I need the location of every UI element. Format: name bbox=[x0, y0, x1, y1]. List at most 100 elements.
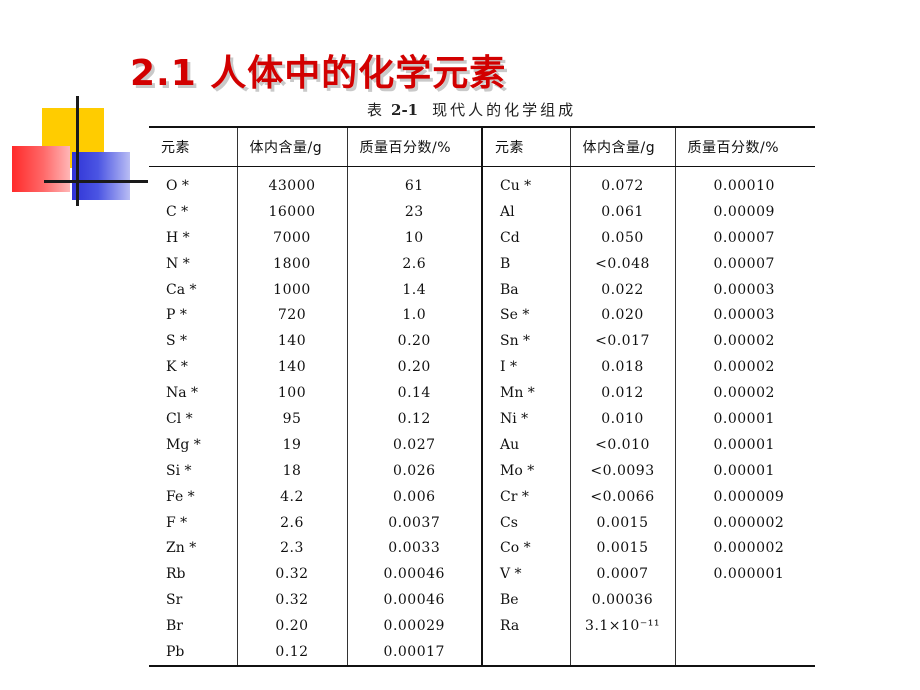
table-row: Mg * 19 0.027 Au <0.010 0.00001 bbox=[149, 431, 815, 458]
cell-content: 2.3 bbox=[237, 535, 348, 562]
cell-element: C * bbox=[149, 198, 238, 225]
table-row: Zn * 2.3 0.0033 Co * 0.0015 0.000002 bbox=[149, 535, 815, 562]
cell-content: 0.022 bbox=[570, 276, 676, 303]
cell-percent: 0.00003 bbox=[713, 307, 775, 324]
cell-percent: 0.12 bbox=[347, 406, 483, 432]
cell-element: Cl * bbox=[149, 406, 238, 432]
decor-blue-square bbox=[72, 152, 130, 200]
cell-percent: 0.14 bbox=[347, 380, 483, 407]
cell-percent: 0.00002 bbox=[713, 333, 775, 350]
caption-prefix: 表 bbox=[367, 101, 386, 119]
cell-element: Na * bbox=[149, 380, 238, 407]
cell-content: 100 bbox=[237, 380, 348, 407]
cell-element: Rb bbox=[149, 561, 238, 588]
table-row: C * 16000 23 Al 0.061 0.00009 bbox=[149, 198, 815, 225]
cell-element: Mo * bbox=[482, 457, 571, 484]
cell-element: S * bbox=[149, 328, 238, 355]
cell-element: N * bbox=[149, 250, 238, 277]
cell-content: <0.0093 bbox=[570, 457, 676, 484]
cell-percent: 0.00009 bbox=[713, 203, 775, 220]
cell-content: 0.050 bbox=[570, 224, 676, 251]
cell-content: <0.017 bbox=[570, 328, 676, 355]
cell-element: I * bbox=[482, 354, 571, 381]
caption-number: 2-1 bbox=[391, 101, 419, 119]
table-row: Br 0.20 0.00029 Ra 3.1×10⁻¹¹ bbox=[149, 613, 815, 640]
cell-element: Pb bbox=[149, 639, 238, 665]
cell-content: 19 bbox=[237, 431, 348, 458]
cell-content: 18 bbox=[237, 457, 348, 484]
cell-content: 0.0015 bbox=[570, 509, 676, 536]
cell-content: 0.32 bbox=[237, 587, 348, 614]
header-percent: 质量百分数/% bbox=[347, 128, 483, 167]
cell-percent: 61 bbox=[347, 166, 483, 199]
cell-element: Au bbox=[482, 431, 571, 458]
table-row: O * 43000 61 Cu * 0.072 0.00010 bbox=[149, 166, 815, 199]
cell-percent bbox=[675, 587, 815, 613]
header-content: 体内含量/g bbox=[237, 128, 348, 167]
cell-percent: 0.00046 bbox=[347, 561, 483, 588]
table-caption: 表 2-1 现代人的化学组成 bbox=[367, 99, 576, 120]
cell-percent: 0.00017 bbox=[347, 639, 483, 665]
cell-percent: 10 bbox=[347, 224, 483, 251]
cell-element: Se * bbox=[482, 302, 571, 329]
cell-element: Al bbox=[482, 198, 571, 225]
composition-table: 元素 体内含量/g 质量百分数/% 元素 体内含量/g 质量百分数/% O * 4… bbox=[149, 126, 815, 667]
cell-percent: 0.006 bbox=[347, 483, 483, 510]
cell-content: 3.1×10⁻¹¹ bbox=[570, 613, 676, 640]
cell-content: 95 bbox=[237, 406, 348, 432]
cell-percent: 0.000002 bbox=[713, 514, 785, 531]
cell-percent bbox=[675, 639, 815, 665]
cell-element: Ba bbox=[482, 276, 571, 303]
cell-content: 0.32 bbox=[237, 561, 348, 588]
cell-percent: 0.00046 bbox=[347, 587, 483, 614]
table-row: S * 140 0.20 Sn * <0.017 0.00002 bbox=[149, 328, 815, 355]
cell-content: 2.6 bbox=[237, 509, 348, 536]
header-percent: 质量百分数/% bbox=[675, 128, 815, 167]
header-element: 元素 bbox=[482, 128, 571, 167]
cell-content: 720 bbox=[237, 302, 348, 329]
table-row: Ca * 1000 1.4 Ba 0.022 0.00003 bbox=[149, 276, 815, 303]
cell-element: Ni * bbox=[482, 406, 571, 432]
cell-element: B bbox=[482, 250, 571, 277]
slide-title: 2.1 人体中的化学元素 bbox=[130, 53, 507, 94]
cell-percent: 0.20 bbox=[347, 328, 483, 355]
table-row: H * 7000 10 Cd 0.050 0.00007 bbox=[149, 224, 815, 251]
cell-content: 140 bbox=[237, 328, 348, 355]
table-body: O * 43000 61 Cu * 0.072 0.00010 C * 16000 23 Al 0.… bbox=[149, 166, 815, 665]
cell-element: Zn * bbox=[149, 535, 238, 562]
cell-element: O * bbox=[149, 166, 238, 199]
cell-content: 7000 bbox=[237, 224, 348, 251]
cell-element: Cd bbox=[482, 224, 571, 251]
cell-content: <0.048 bbox=[570, 250, 676, 277]
header-content: 体内含量/g bbox=[570, 128, 676, 167]
cell-element: V * bbox=[482, 561, 571, 588]
cell-content: 0.018 bbox=[570, 354, 676, 381]
cell-element: Sr bbox=[149, 587, 238, 614]
cell-element: Co * bbox=[482, 535, 571, 562]
cell-content: 4.2 bbox=[237, 483, 348, 510]
table-row: Fe * 4.2 0.006 Cr * <0.0066 0.000009 bbox=[149, 483, 815, 510]
cell-content: 0.20 bbox=[237, 613, 348, 640]
cell-content: 140 bbox=[237, 354, 348, 381]
cell-percent: 2.6 bbox=[347, 250, 483, 277]
cell-element: Br bbox=[149, 613, 238, 640]
cell-percent: 0.026 bbox=[347, 457, 483, 484]
cell-percent: 0.00002 bbox=[713, 359, 775, 376]
cell-content: 0.12 bbox=[237, 639, 348, 665]
cell-content bbox=[570, 639, 676, 665]
cell-percent: 0.00001 bbox=[713, 436, 775, 453]
cell-element: Cu * bbox=[482, 166, 571, 199]
table-row: Na * 100 0.14 Mn * 0.012 0.00002 bbox=[149, 380, 815, 407]
table-row: Cl * 95 0.12 Ni * 0.010 0.00001 bbox=[149, 406, 815, 432]
cell-content: 1800 bbox=[237, 250, 348, 277]
cell-percent: 23 bbox=[347, 198, 483, 225]
cell-element: Mg * bbox=[149, 431, 238, 458]
cell-content: 1000 bbox=[237, 276, 348, 303]
cell-content: 0.010 bbox=[570, 406, 676, 432]
cell-element: K * bbox=[149, 354, 238, 381]
cell-percent: 1.4 bbox=[347, 276, 483, 303]
cell-content: <0.010 bbox=[570, 431, 676, 458]
table-row: Si * 18 0.026 Mo * <0.0093 0.00001 bbox=[149, 457, 815, 484]
cell-element: Cr * bbox=[482, 483, 571, 510]
cell-percent: 0.00007 bbox=[713, 255, 775, 272]
